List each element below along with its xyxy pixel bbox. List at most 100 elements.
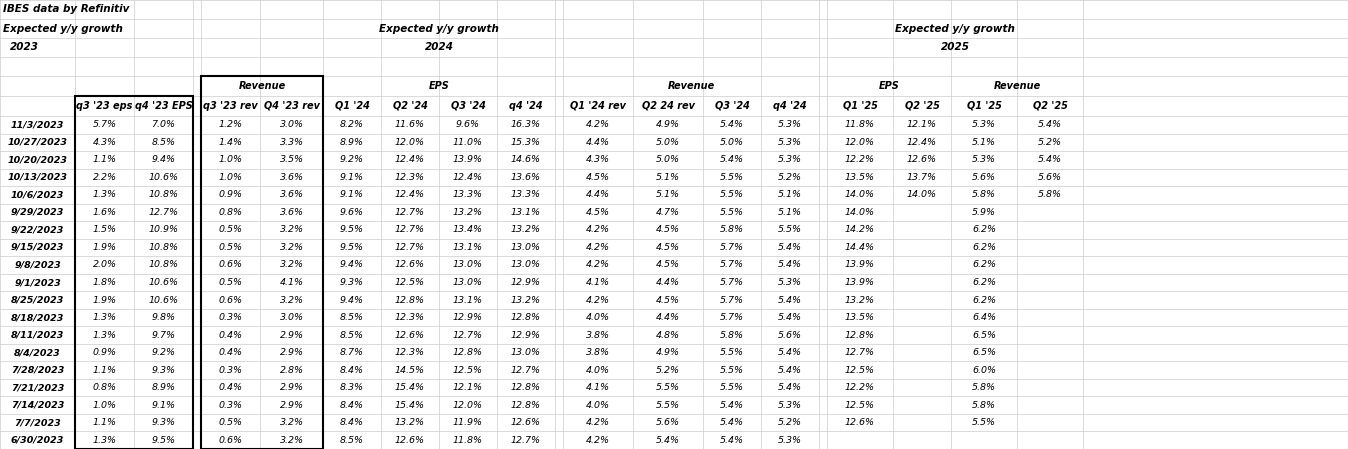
Text: 3.5%: 3.5% [279, 155, 303, 164]
Text: 0.3%: 0.3% [218, 401, 243, 409]
Text: 9.3%: 9.3% [340, 278, 364, 287]
Text: 14.6%: 14.6% [511, 155, 541, 164]
Text: 4.4%: 4.4% [586, 190, 611, 199]
Text: Revenue: Revenue [993, 81, 1041, 91]
Text: 7/14/2023: 7/14/2023 [11, 401, 65, 409]
Text: 4.4%: 4.4% [656, 278, 679, 287]
Text: 5.3%: 5.3% [778, 138, 802, 147]
Text: 9/29/2023: 9/29/2023 [11, 208, 65, 217]
Text: 5.4%: 5.4% [778, 295, 802, 304]
Text: 13.3%: 13.3% [511, 190, 541, 199]
Text: Expected y/y growth: Expected y/y growth [3, 23, 123, 34]
Text: 5.8%: 5.8% [720, 225, 744, 234]
Text: 5.4%: 5.4% [778, 348, 802, 357]
Text: 5.4%: 5.4% [720, 155, 744, 164]
Text: 4.1%: 4.1% [586, 383, 611, 392]
Text: 4.0%: 4.0% [586, 313, 611, 322]
Text: 1.3%: 1.3% [93, 436, 116, 445]
Text: 5.3%: 5.3% [778, 278, 802, 287]
Text: 5.8%: 5.8% [720, 330, 744, 339]
Text: 10.8%: 10.8% [148, 190, 178, 199]
Text: 2.8%: 2.8% [279, 365, 303, 374]
Text: 12.7%: 12.7% [453, 330, 483, 339]
Text: 9.5%: 9.5% [151, 436, 175, 445]
Text: 4.3%: 4.3% [586, 155, 611, 164]
Text: 5.3%: 5.3% [778, 155, 802, 164]
Text: 12.7%: 12.7% [395, 208, 425, 217]
Text: 1.5%: 1.5% [93, 225, 116, 234]
Text: 12.4%: 12.4% [395, 190, 425, 199]
Text: 13.9%: 13.9% [845, 260, 875, 269]
Text: 12.1%: 12.1% [907, 120, 937, 129]
Text: 12.4%: 12.4% [395, 155, 425, 164]
Text: 5.5%: 5.5% [720, 383, 744, 392]
Text: 5.2%: 5.2% [778, 173, 802, 182]
Text: 8/18/2023: 8/18/2023 [11, 313, 65, 322]
Text: 9.1%: 9.1% [340, 190, 364, 199]
Text: 5.4%: 5.4% [720, 120, 744, 129]
Text: 13.9%: 13.9% [845, 278, 875, 287]
Text: 12.3%: 12.3% [395, 173, 425, 182]
Text: 0.6%: 0.6% [218, 295, 243, 304]
Text: 3.2%: 3.2% [279, 295, 303, 304]
Text: 10.8%: 10.8% [148, 243, 178, 252]
Text: 12.2%: 12.2% [845, 155, 875, 164]
Text: 5.3%: 5.3% [778, 120, 802, 129]
Text: 5.2%: 5.2% [1038, 138, 1062, 147]
Text: 2023: 2023 [9, 43, 39, 53]
Text: Q1 '24: Q1 '24 [334, 101, 369, 111]
Text: 5.4%: 5.4% [656, 436, 679, 445]
Text: 7/7/2023: 7/7/2023 [13, 418, 61, 427]
Text: 5.1%: 5.1% [656, 173, 679, 182]
Text: 6.2%: 6.2% [972, 295, 996, 304]
Text: 4.1%: 4.1% [586, 278, 611, 287]
Text: 8/4/2023: 8/4/2023 [13, 348, 61, 357]
Text: 6.2%: 6.2% [972, 225, 996, 234]
Text: 5.4%: 5.4% [778, 383, 802, 392]
Text: 3.3%: 3.3% [279, 138, 303, 147]
Text: 1.3%: 1.3% [93, 313, 116, 322]
Text: Expected y/y growth: Expected y/y growth [895, 23, 1015, 34]
Text: 1.1%: 1.1% [93, 418, 116, 427]
Text: 10/13/2023: 10/13/2023 [8, 173, 67, 182]
Text: 1.9%: 1.9% [93, 243, 116, 252]
Text: Expected y/y growth: Expected y/y growth [379, 23, 499, 34]
Text: 13.2%: 13.2% [511, 295, 541, 304]
Text: 12.8%: 12.8% [453, 348, 483, 357]
Text: 5.4%: 5.4% [1038, 155, 1062, 164]
Text: EPS: EPS [429, 81, 449, 91]
Text: 9.7%: 9.7% [151, 330, 175, 339]
Text: 11.0%: 11.0% [453, 138, 483, 147]
Text: 5.4%: 5.4% [778, 365, 802, 374]
Text: 8.5%: 8.5% [340, 436, 364, 445]
Text: 5.5%: 5.5% [720, 348, 744, 357]
Text: 0.3%: 0.3% [218, 313, 243, 322]
Text: 7.0%: 7.0% [151, 120, 175, 129]
Text: Q4 '23 rev: Q4 '23 rev [263, 101, 319, 111]
Text: 3.2%: 3.2% [279, 260, 303, 269]
Text: 1.0%: 1.0% [218, 155, 243, 164]
Text: 2.0%: 2.0% [93, 260, 116, 269]
Text: 5.5%: 5.5% [720, 365, 744, 374]
Text: 0.9%: 0.9% [93, 348, 116, 357]
Text: 13.0%: 13.0% [511, 260, 541, 269]
Text: 0.6%: 0.6% [218, 260, 243, 269]
Text: 5.5%: 5.5% [778, 225, 802, 234]
Text: 8.2%: 8.2% [340, 120, 364, 129]
Text: Q2 '25: Q2 '25 [905, 101, 940, 111]
Text: 3.8%: 3.8% [586, 330, 611, 339]
Text: 5.5%: 5.5% [972, 418, 996, 427]
Text: 4.2%: 4.2% [586, 243, 611, 252]
Text: Q2 '25: Q2 '25 [1033, 101, 1068, 111]
Text: 9.2%: 9.2% [340, 155, 364, 164]
Text: 12.7%: 12.7% [511, 365, 541, 374]
Text: 5.4%: 5.4% [1038, 120, 1062, 129]
Text: 4.5%: 4.5% [656, 295, 679, 304]
Text: 12.5%: 12.5% [845, 401, 875, 409]
Text: 2025: 2025 [941, 43, 969, 53]
Text: 12.5%: 12.5% [453, 365, 483, 374]
Text: 5.4%: 5.4% [778, 243, 802, 252]
Text: 5.5%: 5.5% [720, 190, 744, 199]
Text: 8.4%: 8.4% [340, 418, 364, 427]
Text: 1.4%: 1.4% [218, 138, 243, 147]
